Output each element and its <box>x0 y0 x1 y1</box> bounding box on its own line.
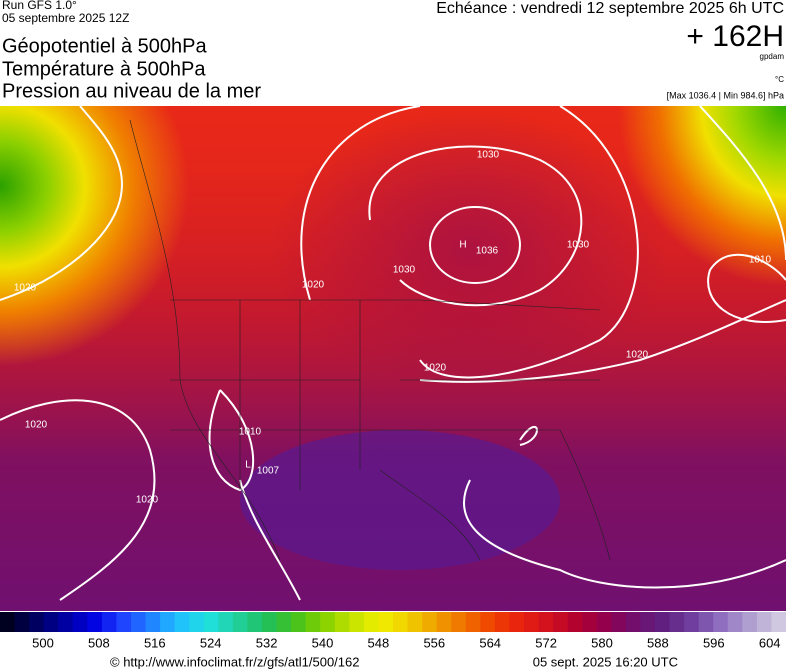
colorbar-swatch <box>58 612 74 632</box>
colorbar-swatch <box>320 612 336 632</box>
contour-label: L <box>245 460 251 471</box>
colorbar-swatch <box>480 612 496 632</box>
colorbar-label: 604 <box>759 635 781 650</box>
map <box>0 106 786 611</box>
colorbar-swatch <box>203 612 219 632</box>
colorbar-swatch <box>451 612 467 632</box>
contour-label: 1020 <box>424 363 447 374</box>
colorbar-swatch <box>509 612 525 632</box>
colorbar-swatch <box>625 612 641 632</box>
colorbar-swatch <box>713 612 729 632</box>
colorbar-swatch <box>582 612 598 632</box>
colorbar-label: 524 <box>200 635 222 650</box>
colorbar-swatch <box>363 612 379 632</box>
contour-label: 1036 <box>476 246 499 257</box>
colorbar-swatch <box>393 612 409 632</box>
title: Géopotentiel à 500hPa <box>2 35 207 57</box>
colorbar-swatch <box>436 612 452 632</box>
colorbar-swatch <box>378 612 394 632</box>
colorbar-swatch <box>131 612 147 632</box>
footer-date: 05 sept. 2025 16:20 UTC <box>533 654 678 669</box>
colorbar-swatch <box>640 612 656 632</box>
colorbar-swatch <box>407 612 423 632</box>
colorbar-swatch <box>14 612 30 632</box>
colorbar-swatch <box>611 612 627 632</box>
colorbar-swatch <box>698 612 714 632</box>
colorbar-label: 580 <box>591 635 613 650</box>
colorbar-swatch <box>247 612 263 632</box>
contour-label: 1010 <box>749 255 772 266</box>
contour-label: 1020 <box>626 350 649 361</box>
colorbar-swatch <box>101 612 117 632</box>
colorbar-swatch <box>276 612 292 632</box>
unit: gpdam <box>760 52 785 61</box>
colorbar-swatch <box>72 612 88 632</box>
colorbar-label: 564 <box>479 635 501 650</box>
contour-label: 1030 <box>567 240 590 251</box>
colorbar-label: 540 <box>312 635 334 650</box>
colorbar-swatch <box>160 612 176 632</box>
contour-label: 1020 <box>25 420 48 431</box>
contour-label: H <box>459 240 466 251</box>
colorbar-swatch <box>87 612 103 632</box>
colorbar-swatch <box>538 612 554 632</box>
colorbar-label: 596 <box>703 635 725 650</box>
colorbar-swatch <box>29 612 45 632</box>
contour-label: 1007 <box>257 466 280 477</box>
colorbar-swatch <box>145 612 161 632</box>
colorbar-swatch <box>567 612 583 632</box>
colorbar-label: 516 <box>144 635 166 650</box>
contour-label: 1030 <box>477 150 500 161</box>
colorbar-label: 500 <box>32 635 54 650</box>
colorbar-label: 588 <box>647 635 669 650</box>
run: Run GFS 1.0° <box>2 0 77 12</box>
title: Pression au niveau de la mer <box>2 80 261 102</box>
colorbar-swatch <box>218 612 234 632</box>
colorbar-swatch <box>494 612 510 632</box>
colorbar-swatch <box>116 612 132 632</box>
colorbar-swatch <box>334 612 350 632</box>
colorbar-swatch <box>684 612 700 632</box>
colorbar-label: 556 <box>423 635 445 650</box>
colorbar-swatch <box>524 612 540 632</box>
colorbar-swatch <box>669 612 685 632</box>
contour-label: 1020 <box>14 283 37 294</box>
contour-label: 1010 <box>239 427 262 438</box>
colorbar-swatch <box>771 612 786 632</box>
run-date: 05 septembre 2025 12Z <box>2 11 129 25</box>
colorbar-swatch <box>742 612 758 632</box>
colorbar-swatch <box>465 612 481 632</box>
colorbar-swatch <box>291 612 307 632</box>
colorbar-label: 508 <box>88 635 110 650</box>
colorbar-swatch <box>232 612 248 632</box>
echeance: Echéance : vendredi 12 septembre 2025 6h… <box>436 0 784 17</box>
colorbar-swatch <box>422 612 438 632</box>
colorbar-label: 572 <box>535 635 557 650</box>
contour-label: 1020 <box>302 280 325 291</box>
colorbar-swatch <box>189 612 205 632</box>
colorbar-swatch <box>553 612 569 632</box>
colorbar-swatch <box>596 612 612 632</box>
colorbar-swatch <box>655 612 671 632</box>
colorbar-swatch <box>262 612 278 632</box>
colorbar-swatch <box>756 612 772 632</box>
contour-label: 1020 <box>136 495 159 506</box>
colorbar-swatch <box>174 612 190 632</box>
colorbar-swatch <box>0 612 16 632</box>
lead-time: + 162H <box>686 20 784 53</box>
unit: °C <box>775 75 784 84</box>
title: Température à 500hPa <box>2 58 206 80</box>
colorbar-swatch <box>727 612 743 632</box>
colorbar-label: 548 <box>368 635 390 650</box>
colorbar-swatch <box>349 612 365 632</box>
colorbar-label: 532 <box>256 635 278 650</box>
footer-url: © http://www.infoclimat.fr/z/gfs/atl1/50… <box>110 654 359 669</box>
pressure-range: [Max 1036.4 | Min 984.6] hPa <box>667 90 784 100</box>
colorbar-swatch <box>305 612 321 632</box>
contour-label: 1030 <box>393 265 416 276</box>
colorbar-swatch <box>43 612 59 632</box>
